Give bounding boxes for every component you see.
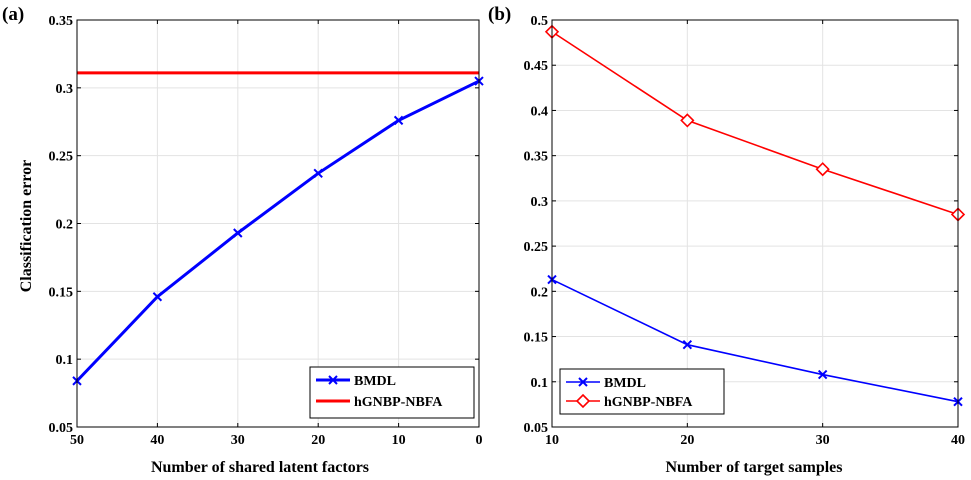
panel-b-series-line-1 — [551, 31, 959, 216]
panel-b-ytick-label: 0.4 — [531, 104, 549, 119]
panel-a-xtick-label: 50 — [70, 433, 84, 448]
panel-b-series-0-point — [682, 339, 693, 350]
panel-a-xtick-label: 30 — [231, 433, 245, 448]
panel-a-label: (a) — [2, 4, 24, 25]
panel-b-xtick-label: 30 — [816, 433, 830, 448]
panel-a-ticks: 50 40 30 20 10 0 0.05 0.1 0.15 0.2 0.25 0.3 0.35 — [49, 14, 483, 448]
panel-a-legend-label-1: hGNBP-NBFA — [354, 395, 443, 410]
panel-b-ytick-label: 0.1 — [531, 376, 549, 391]
panel-b-ytick-label: 0.2 — [531, 285, 549, 300]
panel-b-ytick-label: 0.3 — [531, 195, 549, 210]
panel-b-legend: BMDL hGNBP-NBFA — [559, 368, 725, 415]
panel-a-xtick-label: 10 — [392, 433, 406, 448]
panel-a-xtick-label: 0 — [476, 433, 483, 448]
panel-b-legend-label-1: hGNBP-NBFA — [604, 395, 693, 410]
panel-b-xtick-label: 40 — [951, 433, 965, 448]
panel-a-series-0-point — [313, 168, 323, 179]
panel-a-xtick-label: 20 — [311, 433, 325, 448]
panel-a-legend-marker-0 — [328, 375, 338, 385]
panel-a-ytick-label: 0.1 — [56, 353, 74, 368]
panel-a-legend: BMDL hGNBP-NBFA — [309, 366, 475, 419]
panel-b-ytick-label: 0.5 — [531, 14, 549, 29]
panel-b-xtick-label: 20 — [680, 433, 694, 448]
panel-a-ytick-label: 0.05 — [49, 421, 74, 436]
panel-b-series-1-point — [680, 113, 695, 128]
panel-a-legend-box — [309, 366, 475, 419]
panel-a-xlabel: Number of shared latent factors — [151, 459, 369, 476]
panel-a-ytick-label: 0.2 — [56, 218, 74, 233]
panel-b-xtick-label: 10 — [545, 433, 559, 448]
panel-a-ytick-label: 0.25 — [49, 150, 74, 165]
panel-b-ytick-label: 0.05 — [524, 421, 549, 436]
panel-b-series — [544, 24, 966, 407]
panel-a-ytick-label: 0.35 — [49, 14, 74, 29]
panel-a-series — [72, 71, 484, 386]
panel-b-legend-marker-0 — [578, 377, 588, 387]
panel-b-series-0-point — [817, 369, 828, 380]
panel-b-ytick-label: 0.45 — [524, 59, 549, 74]
panel-b-grid — [551, 19, 959, 428]
panel-b-legend-box — [559, 368, 725, 415]
panel-a-ylabel: Classification error — [18, 160, 35, 293]
panel-b-axes-frame — [551, 19, 959, 428]
panel-a-ytick-label: 0.15 — [49, 285, 74, 300]
panel-a-xtick-label: 40 — [150, 433, 164, 448]
panel-b-ticks: 10 20 30 40 0.05 0.1 0.15 0.2 0.25 0.3 0.35 0.4 0.45… — [524, 14, 966, 448]
panel-a-ytick-label: 0.3 — [56, 82, 74, 97]
panel-a: (a) Number of shared latent factors Clas… — [2, 4, 484, 476]
panel-a-series-0-point — [233, 228, 243, 238]
panel-b-ytick-label: 0.25 — [524, 240, 549, 255]
panel-a-series-0-point — [152, 292, 163, 302]
panel-a-legend-label-0: BMDL — [354, 374, 396, 389]
panel-b-series-line-0 — [551, 278, 959, 403]
panel-b-label: (b) — [488, 4, 511, 25]
panel-b-legend-marker-1 — [575, 393, 591, 409]
panel-a-grid — [76, 19, 480, 428]
panel-b: (b) Number of target samples 10 20 30 40 0.0… — [488, 4, 966, 476]
panel-a-series-0-point — [393, 115, 404, 126]
panel-b-legend-label-0: BMDL — [604, 376, 646, 391]
panel-b-ytick-label: 0.35 — [524, 150, 549, 165]
panel-b-xlabel: Number of target samples — [665, 459, 842, 476]
panel-b-series-1-point — [815, 162, 830, 177]
panel-b-ytick-label: 0.15 — [524, 331, 549, 346]
panel-a-series-line-0 — [75, 79, 480, 382]
